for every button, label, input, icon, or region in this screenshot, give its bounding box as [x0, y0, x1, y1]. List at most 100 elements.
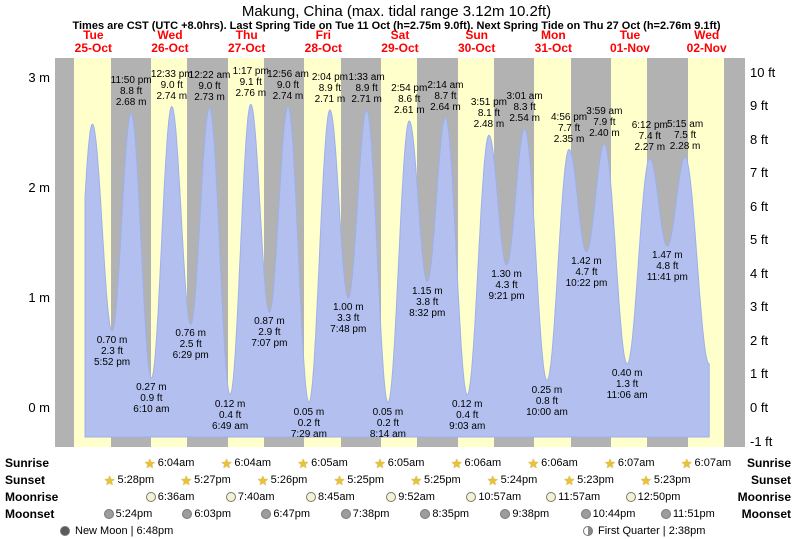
tide-label-line: 9:21 pm — [488, 291, 525, 302]
sunset-item: ★ 5:24pm — [487, 472, 537, 488]
y-tick-right: 9 ft — [750, 98, 769, 114]
high-tide-label: 1:17 pm 9.1 ft 2.76 m — [228, 66, 274, 99]
tide-label-line: 8.3 ft — [513, 101, 536, 113]
high-tide-label: 3:01 am 8.3 ft 2.54 m — [502, 91, 548, 124]
tide-label-line: 11:50 pm — [110, 75, 152, 87]
tide-label-line: 7.4 ft — [638, 131, 661, 143]
day-name: Sat — [390, 28, 410, 42]
sunset-star-icon: ★ — [410, 472, 422, 488]
tide-label-line: 0.05 m — [293, 406, 325, 418]
tide-label-line: 0.27 m — [136, 382, 167, 394]
tide-label-line: 3:59 am — [586, 106, 623, 117]
tide-label-line: 12:22 am — [188, 69, 231, 81]
y-tick-right: 4 ft — [750, 265, 769, 281]
tide-label-line: 12:56 am — [267, 68, 309, 80]
day-header: Thu 27-Oct — [208, 29, 285, 55]
tide-label-line: 1:33 am — [348, 71, 385, 83]
sunrise-time: 6:06am — [464, 457, 502, 469]
moonset-item: 8:35pm — [420, 506, 469, 522]
high-tide-label: 12:56 am 9.0 ft 2.74 m — [265, 69, 311, 102]
astro-row-label-right-moonset: Moonset — [741, 507, 791, 521]
y-tick-right: -1 ft — [750, 433, 773, 449]
tide-label-line: 0.9 ft — [140, 393, 163, 405]
tide-label-line: 0.2 ft — [376, 417, 400, 429]
y-tick-left: 0 m — [28, 400, 50, 415]
high-tide-label: 3:51 pm 8.1 ft 2.48 m — [466, 97, 512, 130]
tide-label-line: 7.5 ft — [673, 130, 697, 142]
moonrise-item: 10:57am — [466, 489, 521, 505]
sunrise-star-icon: ★ — [374, 455, 386, 471]
tide-curve-svg — [84, 103, 710, 438]
sunset-time: 5:28pm — [117, 474, 155, 486]
tide-label-line: 0.40 m — [611, 368, 643, 379]
tide-label-line: 2.54 m — [509, 112, 540, 124]
low-tide-label: 1.15 m 3.8 ft 8:32 pm — [404, 286, 450, 319]
low-tide-label: 1.30 m 4.3 ft 9:21 pm — [484, 269, 530, 302]
day-name: Fri — [315, 28, 331, 42]
sunset-item: ★ 5:25pm — [334, 472, 384, 488]
tide-label-line: 1:17 pm — [232, 66, 269, 78]
day-header: Sat 29-Oct — [362, 29, 439, 55]
day-date: 25-Oct — [74, 41, 112, 55]
moonrise-time: 11:57am — [558, 491, 601, 503]
y-tick-left: 3 m — [28, 70, 50, 85]
tide-label-line: 8.6 ft — [398, 93, 421, 105]
tide-label-line: 11:06 am — [606, 390, 648, 401]
high-tide-label: 2:04 pm 8.9 ft 2.71 m — [307, 72, 353, 105]
tide-label-line: 12:33 pm — [150, 68, 193, 80]
tide-label-line: 1.15 m — [411, 285, 443, 297]
moonrise-time: 7:40am — [237, 491, 275, 503]
sunset-item: ★ 5:23pm — [564, 472, 614, 488]
tide-label-line: 8.1 ft — [477, 108, 501, 120]
tide-label-line: 5:15 am — [667, 119, 704, 131]
high-tide-label: 6:12 pm 7.4 ft 2.27 m — [627, 120, 673, 153]
low-tide-label: 0.05 m 0.2 ft 7:29 am — [286, 407, 332, 440]
astro-row-label-left-moonset: Moonset — [5, 507, 55, 521]
tide-label-line: 2:14 am — [427, 79, 464, 91]
sunset-time: 5:23pm — [577, 474, 614, 486]
day-name: Wed — [694, 28, 720, 42]
tide-label-line: 3.3 ft — [337, 313, 360, 324]
tide-label-line: 1.47 m — [652, 250, 683, 262]
tide-label-line: 9.0 ft — [276, 79, 300, 91]
tide-label-line: 2.71 m — [314, 93, 346, 105]
day-header: Wed 02-Nov — [668, 29, 745, 55]
day-header: Tue 25-Oct — [55, 29, 132, 55]
moonrise-icon — [145, 492, 156, 502]
sunrise-star-icon: ★ — [527, 455, 540, 471]
day-date: 29-Oct — [381, 41, 419, 55]
tide-label-line: 2.68 m — [115, 97, 147, 109]
moonrise-icon — [386, 492, 397, 502]
tide-label-line: 6:49 am — [212, 420, 249, 432]
y-tick-right: 10 ft — [750, 64, 776, 80]
moonrise-icon — [625, 492, 636, 502]
day-date: 01-Nov — [609, 41, 650, 55]
moonset-time: 10:44pm — [592, 508, 636, 520]
first-quarter-icon — [583, 526, 593, 536]
tide-label-line: 4.7 ft — [575, 266, 598, 278]
high-tide-label: 12:22 am 9.0 ft 2.73 m — [187, 70, 233, 103]
y-tick-left: 1 m — [28, 290, 50, 305]
tide-label-line: 0.87 m — [254, 316, 285, 328]
sunrise-time: 6:07am — [617, 457, 655, 469]
sunrise-star-icon: ★ — [680, 455, 693, 471]
sunset-time: 5:24pm — [500, 474, 538, 486]
night-band — [724, 58, 745, 447]
sunrise-time: 6:07am — [694, 457, 732, 469]
sunrise-item: ★ 6:07am — [604, 455, 654, 471]
low-tide-label: 0.12 m 0.4 ft 9:03 am — [444, 399, 490, 432]
sunrise-star-icon: ★ — [604, 455, 616, 471]
astro-row-label-right-moonrise: Moonrise — [737, 490, 791, 504]
high-tide-label: 2:54 pm 8.6 ft 2.61 m — [386, 83, 432, 116]
day-date: 27-Oct — [227, 41, 266, 55]
tide-label-line: 0.2 ft — [297, 417, 321, 429]
moonset-time: 8:35pm — [432, 508, 470, 520]
tide-label-line: 1.00 m — [332, 302, 364, 313]
moonset-item: 6:03pm — [182, 506, 231, 522]
tide-label-line: 10:22 pm — [565, 277, 608, 289]
y-tick-left: 2 m — [28, 180, 50, 195]
day-date: 02-Nov — [686, 41, 727, 55]
moonset-time: 6:03pm — [194, 508, 232, 520]
tide-area-path — [84, 103, 710, 438]
moonrise-item: 11:57am — [546, 489, 600, 505]
